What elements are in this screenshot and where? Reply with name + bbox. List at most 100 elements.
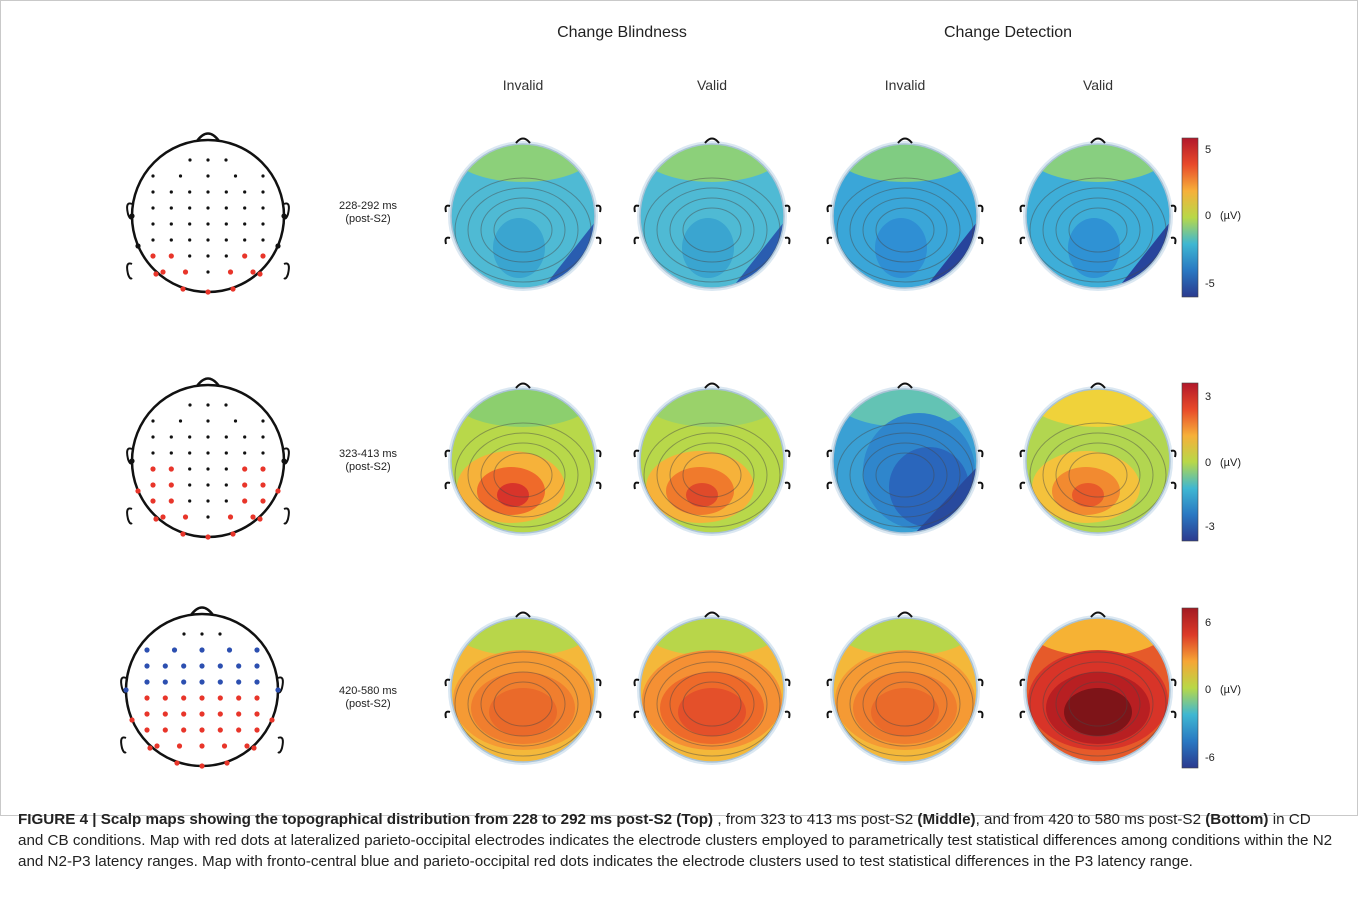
ear-mark-left-low	[444, 481, 451, 490]
contour-line	[849, 432, 961, 518]
electrode-dot-edge	[153, 516, 159, 522]
cb3-min: -6	[1205, 752, 1215, 764]
electrode-dot	[242, 466, 248, 472]
contour-line	[849, 661, 961, 747]
colorbar-1	[1181, 137, 1199, 298]
scalp-map-r1-c4	[1019, 137, 1177, 291]
electrode-dot	[169, 451, 173, 455]
electrode-dot	[168, 253, 174, 259]
left-ear	[126, 202, 133, 220]
contour-line	[1029, 651, 1167, 757]
ear-mark-right-low	[784, 710, 791, 719]
electrode-dot	[236, 695, 242, 701]
electrode-dot	[188, 206, 192, 210]
electrode-dot	[221, 743, 228, 749]
electrode-dot	[243, 190, 247, 194]
field-occipital	[682, 218, 734, 278]
header-change-detection: Change Detection	[943, 24, 1073, 41]
electrode-dot	[144, 679, 150, 685]
electrode-dot	[151, 419, 155, 423]
contour-line	[493, 681, 553, 727]
scalp-fill	[451, 618, 595, 762]
contour-line	[1055, 671, 1141, 737]
ear-mark-right	[784, 204, 791, 213]
contour-line	[493, 452, 553, 498]
electrode-dot	[169, 190, 173, 194]
field-pos-peak	[1064, 688, 1132, 736]
electrode-dot	[224, 483, 228, 487]
ear-mark-right-low	[595, 236, 602, 245]
electrode-dot	[188, 158, 192, 162]
electrode-dot	[188, 403, 192, 407]
caption-part-1: , from 323 to 413 ms post-S2	[713, 811, 918, 828]
electrode-dot	[260, 466, 266, 472]
electrode-dot-edge	[147, 745, 153, 751]
electrode-dot	[150, 498, 156, 504]
ear-mark-left	[444, 204, 451, 213]
contour-line	[862, 197, 948, 263]
electrode-dot	[178, 419, 183, 423]
contour-line	[1068, 681, 1128, 727]
ear-mark-left-low	[633, 236, 640, 245]
scalp-outline	[450, 388, 596, 534]
electrode-dot	[260, 498, 266, 504]
ear-mark-right-low	[977, 481, 984, 490]
electrode-dot	[162, 711, 168, 717]
scalp-outline	[832, 617, 978, 763]
electrode-dot	[224, 451, 228, 455]
caption-part-3: in CD and CB conditions. Map with red do…	[18, 811, 1333, 870]
electrode-dot	[206, 435, 210, 439]
electrode-dot	[206, 515, 210, 519]
row-3-time-label: 420-580 ms (post-S2)	[338, 685, 398, 710]
electrode-dot-edge	[180, 286, 186, 292]
nose-mark	[195, 377, 221, 387]
electrode-dot	[188, 499, 192, 503]
scalp-outline	[1025, 617, 1171, 763]
nose-mark	[195, 132, 221, 142]
electrode-dot	[188, 483, 192, 487]
contour-line	[454, 422, 592, 528]
electrode-dot	[181, 695, 187, 701]
electrode-dot-edge	[224, 760, 230, 766]
electrode-dot	[236, 727, 242, 733]
electrode-dot	[199, 679, 205, 685]
scalp-map-r1-c3	[826, 137, 984, 291]
ear-mark-right-low	[595, 710, 602, 719]
contour-line	[1029, 177, 1167, 283]
electrode-dot	[150, 466, 156, 472]
electrode-dot	[242, 253, 248, 259]
electrode-dot	[244, 743, 250, 749]
electrode-dot	[206, 174, 210, 178]
contour-line	[643, 177, 781, 283]
electrode-dot	[243, 238, 247, 242]
electrode-dot	[250, 514, 256, 520]
electrode-dot-edge	[129, 458, 135, 464]
scalp-map-r1-c1	[444, 137, 602, 291]
electrode-dot	[182, 269, 189, 275]
electrode-dot-edge	[199, 763, 205, 769]
contour-line	[875, 452, 935, 498]
cb3-max: 6	[1205, 617, 1212, 629]
scalp-map-r3-c4	[1019, 611, 1177, 765]
electrode-dot-edge	[257, 271, 263, 277]
field-frontal	[833, 144, 977, 182]
caption-lead: FIGURE 4 | Scalp maps showing the topogr…	[18, 811, 714, 828]
scalp-map-r1-c2	[633, 137, 791, 291]
contour-line	[836, 177, 974, 283]
contour-line	[849, 187, 961, 273]
electrode-dot	[169, 222, 173, 226]
cb2-unit: (µV)	[1220, 457, 1242, 469]
contour-line	[682, 681, 742, 727]
field-pos-peak	[489, 688, 557, 736]
nose-mark	[189, 606, 215, 616]
electrode-dot	[254, 695, 260, 701]
contour-line	[836, 422, 974, 528]
electrode-dot	[254, 711, 260, 717]
ear-mark-right	[1170, 678, 1177, 687]
caption-bold-bottom: (Bottom)	[1205, 811, 1269, 828]
electrode-dot	[144, 663, 150, 669]
electrode-dot	[188, 190, 192, 194]
electrode-dot	[218, 632, 222, 636]
electrode-dot-edge	[281, 213, 287, 219]
left-ear-low	[126, 507, 133, 525]
